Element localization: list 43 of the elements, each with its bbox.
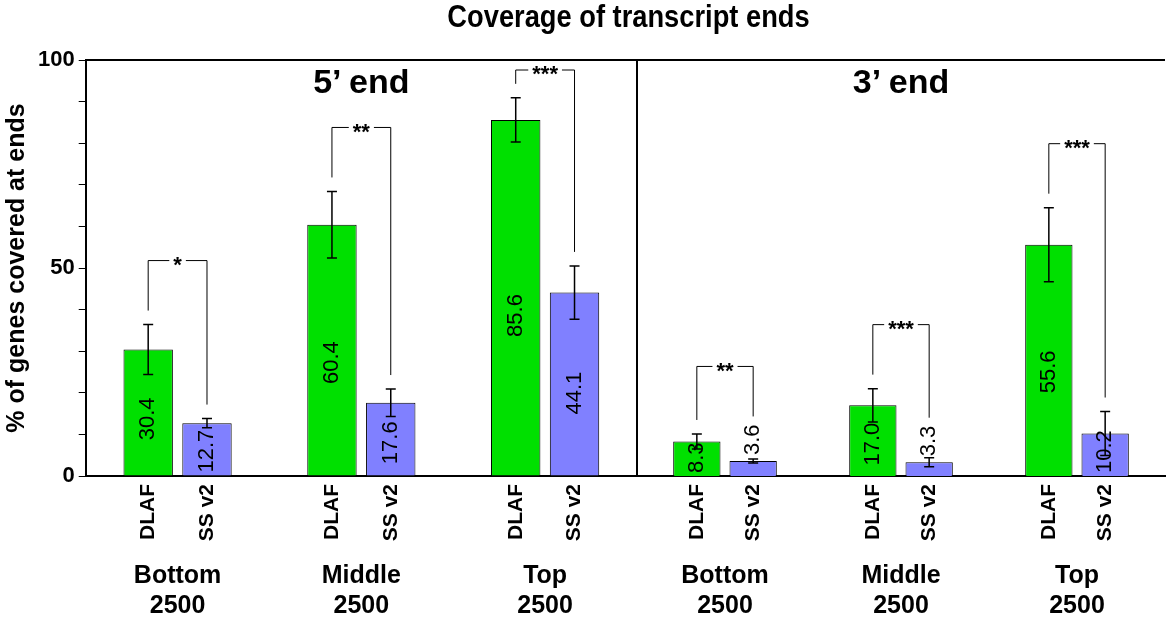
- text: SS v2: [915, 484, 939, 542]
- annotation: **: [716, 357, 734, 383]
- chart-subtitle: 5’ end: [313, 62, 410, 101]
- text: SS v2: [193, 484, 217, 542]
- data-label: 17.0: [858, 422, 884, 466]
- data-label: 10.2: [1091, 430, 1117, 473]
- annotation: **: [352, 118, 371, 144]
- y-tick-label: 100: [37, 46, 75, 72]
- y-tick-label: 0: [62, 462, 75, 488]
- text: DLAF: [502, 484, 526, 540]
- text: SS v2: [561, 484, 585, 542]
- chart-title: Coverage of transcript ends: [446, 0, 811, 34]
- y-tick-label: 50: [50, 254, 75, 280]
- y-axis-title: % of genes covered at ends: [0, 103, 29, 433]
- x-tick-label: Middle 2500: [321, 560, 402, 619]
- text: SS v2: [739, 484, 763, 542]
- text: DLAF: [134, 483, 158, 540]
- data-label: 60.4: [318, 341, 344, 385]
- data-label: 17.6: [376, 421, 402, 465]
- text: SS v2: [377, 484, 401, 542]
- text: DLAF: [1035, 484, 1059, 540]
- data-label: 8.3: [682, 442, 708, 473]
- x-tick-label: Bottom 2500: [681, 560, 769, 619]
- annotation: ***: [532, 61, 559, 87]
- data-label: 12.7: [193, 429, 219, 473]
- x-tick-label: Top 2500: [517, 560, 573, 619]
- data-label: 3.6: [739, 424, 765, 456]
- data-label: 85.6: [501, 294, 527, 337]
- x-tick-label: Bottom 2500: [133, 560, 222, 619]
- x-tick-label: Middle 2500: [861, 560, 941, 619]
- annotation: *: [173, 251, 183, 277]
- text: DLAF: [318, 484, 342, 540]
- text: DLAF: [683, 483, 707, 540]
- data-label: 44.1: [560, 371, 586, 415]
- annotation: ***: [888, 315, 915, 341]
- chart-subtitle: 3’ end: [852, 62, 950, 101]
- text: SS v2: [1091, 484, 1115, 542]
- data-label: 3.3: [915, 425, 941, 457]
- data-label: 55.6: [1034, 350, 1060, 394]
- data-label: 30.4: [134, 397, 160, 441]
- x-tick-label: Top 2500: [1049, 560, 1105, 619]
- text: DLAF: [859, 484, 883, 540]
- annotation: ***: [1064, 134, 1091, 160]
